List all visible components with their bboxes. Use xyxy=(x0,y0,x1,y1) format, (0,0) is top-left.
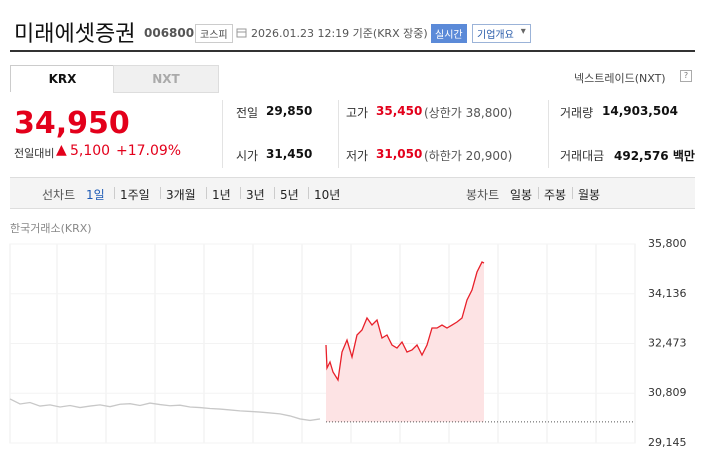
period-button[interactable]: 1년 xyxy=(212,188,231,202)
line-chart-label: 선차트 xyxy=(42,188,76,202)
company-info-button[interactable]: 기업개요 ▾ xyxy=(472,24,531,43)
header-rule xyxy=(10,50,695,52)
chart-source: 한국거래소(KRX) xyxy=(10,222,92,235)
period-button[interactable]: 1일 xyxy=(86,188,105,202)
candle-button[interactable]: 일봉 xyxy=(510,188,533,202)
nxt-link[interactable]: 넥스트레이드(NXT) xyxy=(574,72,666,85)
candle-chart-label: 봉차트 xyxy=(466,188,500,202)
tab-nxt[interactable]: NXT xyxy=(113,65,219,93)
tab-krx[interactable]: KRX xyxy=(10,65,115,92)
stock-code: 006800 xyxy=(144,26,195,40)
period-divider xyxy=(274,187,275,199)
period-divider xyxy=(114,187,115,199)
quote-label: 거래량 xyxy=(560,106,594,120)
calendar-icon xyxy=(236,28,247,38)
quote-value: 31,050 xyxy=(376,147,423,161)
y-tick-label: 34,136 xyxy=(648,287,687,300)
quote-value: 29,850 xyxy=(266,104,313,118)
period-bar xyxy=(10,177,695,209)
period-divider xyxy=(206,187,207,199)
price-line xyxy=(325,261,485,382)
quote-value: 14,903,504 xyxy=(602,104,678,118)
price-line xyxy=(9,398,321,422)
current-price: 34,950 xyxy=(14,106,130,141)
quote-value: 492,576 백만 xyxy=(614,149,695,163)
quote-label: 저가 xyxy=(346,149,369,163)
y-tick-label: 29,145 xyxy=(648,436,687,449)
period-button[interactable]: 3년 xyxy=(246,188,265,202)
y-tick-label: 30,809 xyxy=(648,386,687,399)
quote-label: 고가 xyxy=(346,106,369,120)
y-tick-label: 35,800 xyxy=(648,237,687,250)
area xyxy=(326,262,484,422)
change-arrow: ▲ xyxy=(56,142,67,158)
dropdown-caret: ▾ xyxy=(520,26,526,37)
change-label: 전일대비 xyxy=(14,147,55,160)
timestamp: 2026.01.23 12:19 기준(KRX 장중) xyxy=(251,27,428,40)
change-value: 5,100 xyxy=(70,143,111,159)
help-icon[interactable]: ? xyxy=(680,70,692,82)
quote-label: 시가 xyxy=(236,149,259,163)
quote-label: 전일 xyxy=(236,106,259,120)
period-button[interactable]: 1주일 xyxy=(120,188,150,202)
quote-value: 35,450 xyxy=(376,104,423,118)
period-divider xyxy=(538,187,539,199)
company-info-label: 기업개요 xyxy=(477,30,514,41)
period-divider xyxy=(572,187,573,199)
y-tick-label: 32,473 xyxy=(648,336,687,349)
period-divider xyxy=(308,187,309,199)
period-divider xyxy=(240,187,241,199)
quote-value: 31,450 xyxy=(266,147,313,161)
period-button[interactable]: 3개월 xyxy=(166,188,196,202)
chart: 29,145 30,809 32,473 34,136 35,800 xyxy=(9,237,687,449)
period-button[interactable]: 10년 xyxy=(314,188,341,202)
separator xyxy=(222,100,223,168)
separator xyxy=(338,100,339,168)
stock-name: 미래에셋증권 xyxy=(14,22,136,47)
period-divider xyxy=(160,187,161,199)
market-badge: 코스피 xyxy=(195,24,233,43)
candle-button[interactable]: 주봉 xyxy=(544,188,567,202)
quote-note: (상한가 38,800) xyxy=(424,106,513,120)
candle-button[interactable]: 월봉 xyxy=(578,188,601,202)
quote-note: (하한가 20,900) xyxy=(424,149,513,163)
change-percent: +17.09% xyxy=(116,143,182,159)
quote-label: 거래대금 xyxy=(560,149,605,163)
realtime-badge[interactable]: 실시간 xyxy=(431,24,467,43)
separator xyxy=(548,100,549,168)
period-button[interactable]: 5년 xyxy=(280,188,299,202)
